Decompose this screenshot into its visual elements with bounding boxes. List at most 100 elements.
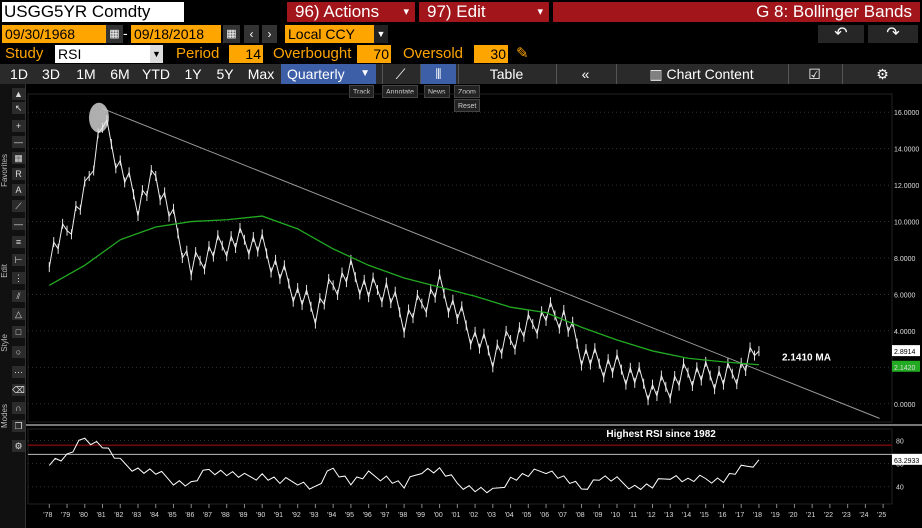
redo-icon[interactable]: ↷ xyxy=(868,25,918,43)
arrow-up-icon[interactable]: ▲ xyxy=(12,88,25,100)
x-tick-label: '08 xyxy=(576,512,585,519)
currency-select[interactable]: Local CCY ▼ xyxy=(285,25,388,43)
chevron-down-icon: ▼ xyxy=(374,25,388,43)
x-tick-label: '15 xyxy=(700,512,709,519)
chevron-left-icon[interactable]: ‹ xyxy=(244,25,259,43)
x-tick-label: '99 xyxy=(416,512,425,519)
gear-icon[interactable]: ⚙ xyxy=(842,64,922,84)
study-select[interactable]: RSI ▼ xyxy=(55,45,163,63)
price-tick-label: 16.0000 xyxy=(894,110,919,117)
trend-line-icon[interactable]: ⟋ xyxy=(12,200,25,212)
zoom-button[interactable]: Zoom xyxy=(454,85,480,98)
modes-label: Modes xyxy=(0,404,9,429)
x-tick-label: '24 xyxy=(859,512,868,519)
end-date-input[interactable]: 09/18/2018 xyxy=(131,25,221,43)
oversold-input[interactable]: 30 xyxy=(474,45,508,63)
x-tick-label: '92 xyxy=(292,512,301,519)
grid-icon[interactable]: ▦ xyxy=(12,152,25,164)
collapse-button[interactable]: « xyxy=(556,64,614,84)
overbought-input[interactable]: 70 xyxy=(357,45,391,63)
x-tick-label: '94 xyxy=(327,512,336,519)
text-tool-icon[interactable]: A xyxy=(12,184,25,196)
zoom-label: Zoom xyxy=(458,89,476,96)
x-tick-label: '93 xyxy=(309,512,318,519)
cursor-icon[interactable]: ↖ xyxy=(12,102,25,114)
x-tick-label: '22 xyxy=(824,512,833,519)
fib-icon[interactable]: ⋮ xyxy=(12,272,25,284)
x-tick-label: '03 xyxy=(487,512,496,519)
trend-line xyxy=(102,108,880,419)
rect-tool-icon[interactable]: □ xyxy=(12,326,25,338)
frequency-select[interactable]: Quarterly ▼ xyxy=(281,64,376,84)
edit-menu[interactable]: 97) Edit ▾ xyxy=(419,2,549,22)
x-tick-label: '80 xyxy=(79,512,88,519)
rsi-value-tag-label: 63.2933 xyxy=(894,458,919,465)
undo-icon[interactable]: ↶ xyxy=(818,25,864,43)
style-tool-icon[interactable]: ⋯ xyxy=(12,366,25,378)
line-chart-icon[interactable]: ⟋ xyxy=(382,64,418,84)
currency-label: Local CCY xyxy=(288,26,355,42)
x-tick-label: '04 xyxy=(505,512,514,519)
x-tick-label: '01 xyxy=(451,512,460,519)
news-button[interactable]: News xyxy=(424,85,450,98)
crosshair-icon[interactable]: + xyxy=(12,120,25,132)
settings-small-icon[interactable]: ⚙ xyxy=(12,440,25,452)
last-price-tag xyxy=(892,345,920,357)
magnet-icon[interactable]: ∩ xyxy=(12,402,25,414)
range-max[interactable]: Max xyxy=(247,66,275,82)
chart-icon: ▥ xyxy=(649,66,667,82)
range-5y[interactable]: 5Y xyxy=(216,66,234,82)
price-tick-label: 14.0000 xyxy=(894,147,919,154)
pencil-icon[interactable]: ✎ xyxy=(516,45,529,62)
r-tool-icon[interactable]: R xyxy=(12,168,25,180)
range-1d[interactable]: 1D xyxy=(10,66,28,82)
table-button[interactable]: Table xyxy=(458,64,554,84)
x-tick-label: '00 xyxy=(434,512,443,519)
study-label: Study xyxy=(5,45,44,62)
range-ytd[interactable]: YTD xyxy=(142,66,170,82)
x-tick-label: '87 xyxy=(203,512,212,519)
candle-chart-icon[interactable]: ⫴ xyxy=(420,64,456,84)
x-tick-label: '20 xyxy=(788,512,797,519)
triangle-icon[interactable]: △ xyxy=(12,308,25,320)
circle-tool-icon[interactable]: ○ xyxy=(12,346,25,358)
reset-button[interactable]: Reset xyxy=(454,99,481,112)
x-tick-label: '97 xyxy=(380,512,389,519)
peak-highlight xyxy=(88,102,109,133)
start-date-input[interactable]: 09/30/1968 xyxy=(2,25,106,43)
ruler-icon[interactable]: ⊢ xyxy=(12,254,25,266)
frequency-label: Quarterly xyxy=(287,66,345,82)
chevron-right-icon[interactable]: › xyxy=(262,25,277,43)
rsi-annotation: Highest RSI since 1982 xyxy=(606,429,716,440)
ticker-field[interactable]: USGG5YR Comdty xyxy=(2,2,184,22)
price-rsi-chart[interactable]: 16.0000 14.0000 12.0000 10.0000 8.0000 6.0000… xyxy=(26,84,922,528)
chart-content-label: Chart Content xyxy=(666,66,754,82)
hline-icon[interactable]: — xyxy=(12,136,25,148)
range-3d[interactable]: 3D xyxy=(42,66,60,82)
x-tick-label: '10 xyxy=(611,512,620,519)
chart-template-title[interactable]: G 8: Bollinger Bands xyxy=(553,2,920,22)
period-input[interactable]: 14 xyxy=(229,45,263,63)
range-1y[interactable]: 1Y xyxy=(184,66,202,82)
x-tick-label: '06 xyxy=(540,512,549,519)
range-1m[interactable]: 1M xyxy=(76,66,96,82)
hline-tool-icon[interactable]: ≡ xyxy=(12,236,25,248)
copy-icon[interactable]: ❐ xyxy=(12,420,25,432)
line-tool-icon[interactable]: — xyxy=(12,218,25,230)
chart-content-button[interactable]: ▥ Chart Content xyxy=(616,64,786,84)
x-tick-label: '88 xyxy=(221,512,230,519)
range-6m[interactable]: 6M xyxy=(110,66,130,82)
x-tick-label: '02 xyxy=(469,512,478,519)
edit-chart-icon[interactable]: ☑ xyxy=(788,64,840,84)
calendar-icon[interactable]: ▦ xyxy=(106,25,123,43)
channel-icon[interactable]: ⫽ xyxy=(12,290,25,302)
track-button[interactable]: Track xyxy=(349,85,375,98)
annotate-button[interactable]: Annotate xyxy=(382,85,419,98)
rsi-panel xyxy=(27,428,893,505)
rsi-value-tag xyxy=(892,453,922,465)
actions-menu[interactable]: 96) Actions ▾ xyxy=(287,2,415,22)
calendar-icon[interactable]: ▦ xyxy=(223,25,240,43)
range-bar xyxy=(0,64,922,84)
x-tick-label: '82 xyxy=(114,512,123,519)
eraser-icon[interactable]: ⌫ xyxy=(12,384,25,396)
